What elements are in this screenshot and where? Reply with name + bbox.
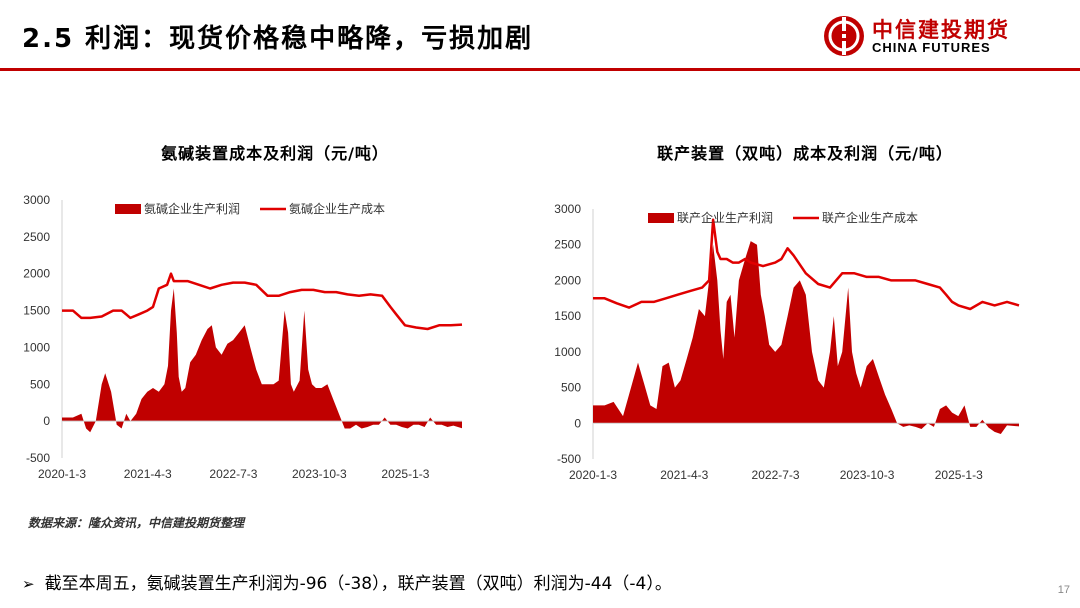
legend-label: 氨碱企业生产利润	[144, 201, 240, 216]
company-logo: 中信建投期货 CHINA FUTURES	[822, 14, 1062, 58]
citic-logo-icon	[824, 16, 864, 56]
summary-bullet: ➢ 截至本周五，氨碱装置生产利润为-96（-38），联产装置（双吨）利润为-44（…	[22, 569, 672, 594]
y-tick-label: 0	[43, 414, 50, 428]
series-line-1	[593, 218, 1020, 311]
y-tick-label: -500	[557, 452, 581, 466]
data-source-note: 数据来源：隆众资讯，中信建投期货整理	[28, 516, 245, 530]
series-area-0	[593, 241, 1019, 434]
slide-header: 2.5 利润：现货价格稳中略降，亏损加剧 中信建投期货 CHINA FUTURE…	[0, 0, 1080, 71]
legend-label: 联产企业生产成本	[822, 210, 918, 225]
x-tick-label: 2023-10-3	[292, 467, 347, 481]
logo-english-text: CHINA FUTURES	[872, 40, 991, 55]
x-tick-label: 2021-4-3	[660, 468, 708, 482]
x-tick-label: 2021-4-3	[124, 467, 172, 481]
x-tick-label: 2023-10-3	[840, 468, 895, 482]
x-tick-label: 2022-7-3	[752, 468, 800, 482]
chart-title-ammonia-soda: 氨碱装置成本及利润（元/吨）	[161, 144, 389, 163]
y-tick-label: 2500	[554, 238, 581, 252]
y-tick-label: 3000	[554, 202, 581, 216]
y-tick-label: 1500	[554, 309, 581, 323]
chart-ammonia-soda: 3000 2500 2000 1500 1000 500 0 -500 2020-1-3 2021…	[23, 193, 463, 481]
legend-label: 联产企业生产利润	[677, 210, 773, 225]
header-divider	[0, 68, 1080, 71]
x-tick-label: 2025-1-3	[935, 468, 983, 482]
summary-text: 截至本周五，氨碱装置生产利润为-96（-38），联产装置（双吨）利润为-44（-…	[44, 574, 672, 594]
legend-label: 氨碱企业生产成本	[289, 201, 385, 216]
chart-joint-process: 3000 2500 2000 1500 1000 500 0 -500 2020-1-3 2021…	[554, 202, 1020, 482]
series-area-0	[62, 288, 462, 433]
y-tick-label: 2000	[554, 273, 581, 287]
y-tick-label: 500	[30, 377, 50, 391]
y-tick-label: 1000	[554, 345, 581, 359]
y-tick-label: 1000	[23, 340, 50, 354]
page-title: 2.5 利润：现货价格稳中略降，亏损加剧	[22, 24, 534, 54]
legend-swatch-area	[115, 204, 141, 214]
x-tick-label: 2020-1-3	[569, 468, 617, 482]
arrow-bullet-icon: ➢	[22, 575, 35, 593]
y-tick-label: 2000	[23, 267, 50, 281]
series-line-1	[62, 272, 463, 331]
y-tick-label: 500	[561, 381, 581, 395]
chart-title-joint-process: 联产装置（双吨）成本及利润（元/吨）	[657, 144, 953, 163]
x-tick-label: 2022-7-3	[209, 467, 257, 481]
y-tick-label: 0	[574, 416, 581, 430]
y-tick-label: -500	[26, 451, 50, 465]
y-tick-label: 2500	[23, 230, 50, 244]
x-tick-label: 2025-1-3	[381, 467, 429, 481]
page-number: 17	[1057, 584, 1070, 596]
y-tick-label: 3000	[23, 193, 50, 207]
y-tick-label: 1500	[23, 304, 50, 318]
logo-chinese-text: 中信建投期货	[872, 18, 1010, 42]
x-tick-label: 2020-1-3	[38, 467, 86, 481]
legend-swatch-area	[648, 213, 674, 223]
